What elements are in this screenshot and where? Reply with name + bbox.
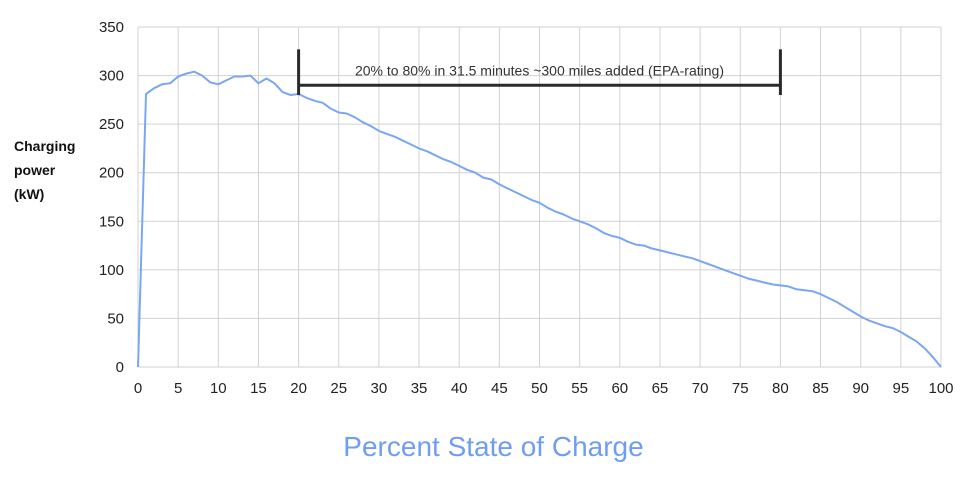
y-tick-label: 50 bbox=[107, 310, 124, 327]
x-tick-label: 0 bbox=[134, 380, 142, 397]
x-tick-label: 55 bbox=[571, 380, 588, 397]
x-tick-label: 90 bbox=[852, 380, 869, 397]
y-axis-label-line: (kW) bbox=[14, 186, 45, 202]
x-tick-label: 15 bbox=[250, 380, 267, 397]
y-axis-label-line: power bbox=[14, 162, 56, 178]
x-tick-label: 65 bbox=[652, 380, 669, 397]
series bbox=[137, 70, 942, 368]
x-tick-label: 35 bbox=[411, 380, 428, 397]
x-tick-label: 50 bbox=[531, 380, 548, 397]
x-tick-label: 60 bbox=[611, 380, 628, 397]
y-tick-label: 0 bbox=[116, 359, 124, 376]
x-axis-label: Percent State of Charge bbox=[343, 431, 644, 462]
x-tick-label: 95 bbox=[893, 380, 910, 397]
y-tick-label: 200 bbox=[99, 165, 124, 182]
x-tick-label: 40 bbox=[451, 380, 468, 397]
x-tick-label: 85 bbox=[812, 380, 829, 397]
x-tick-label: 10 bbox=[210, 380, 227, 397]
y-tick-label: 100 bbox=[99, 262, 124, 279]
x-tick-label: 20 bbox=[290, 380, 307, 397]
y-axis-label: Charging power (kW) bbox=[14, 134, 104, 206]
x-tick-label: 30 bbox=[371, 380, 388, 397]
charging-power-line bbox=[137, 70, 942, 368]
x-tick-label: 25 bbox=[330, 380, 347, 397]
y-tick-label: 150 bbox=[99, 213, 124, 230]
x-tick-label: 70 bbox=[692, 380, 709, 397]
grid bbox=[137, 26, 942, 368]
x-tick-label: 75 bbox=[732, 380, 749, 397]
y-tick-label: 350 bbox=[99, 19, 124, 36]
x-tick-label: 100 bbox=[928, 380, 953, 397]
y-tick-label: 300 bbox=[99, 68, 124, 85]
x-tick-label: 45 bbox=[491, 380, 508, 397]
annotation-label: 20% to 80% in 31.5 minutes ~300 miles ad… bbox=[355, 62, 724, 78]
y-axis-label-line: Charging bbox=[14, 138, 76, 154]
x-tick-label: 5 bbox=[174, 380, 182, 397]
axis-ticks: 0 5 10 15 20 25 30 35 40 45 50 55 60 65 70 75 80 85 90 95 10… bbox=[99, 19, 954, 397]
annotation: 20% to 80% in 31.5 minutes ~300 miles ad… bbox=[297, 49, 782, 95]
x-tick-label: 80 bbox=[772, 380, 789, 397]
y-tick-label: 250 bbox=[99, 116, 124, 133]
